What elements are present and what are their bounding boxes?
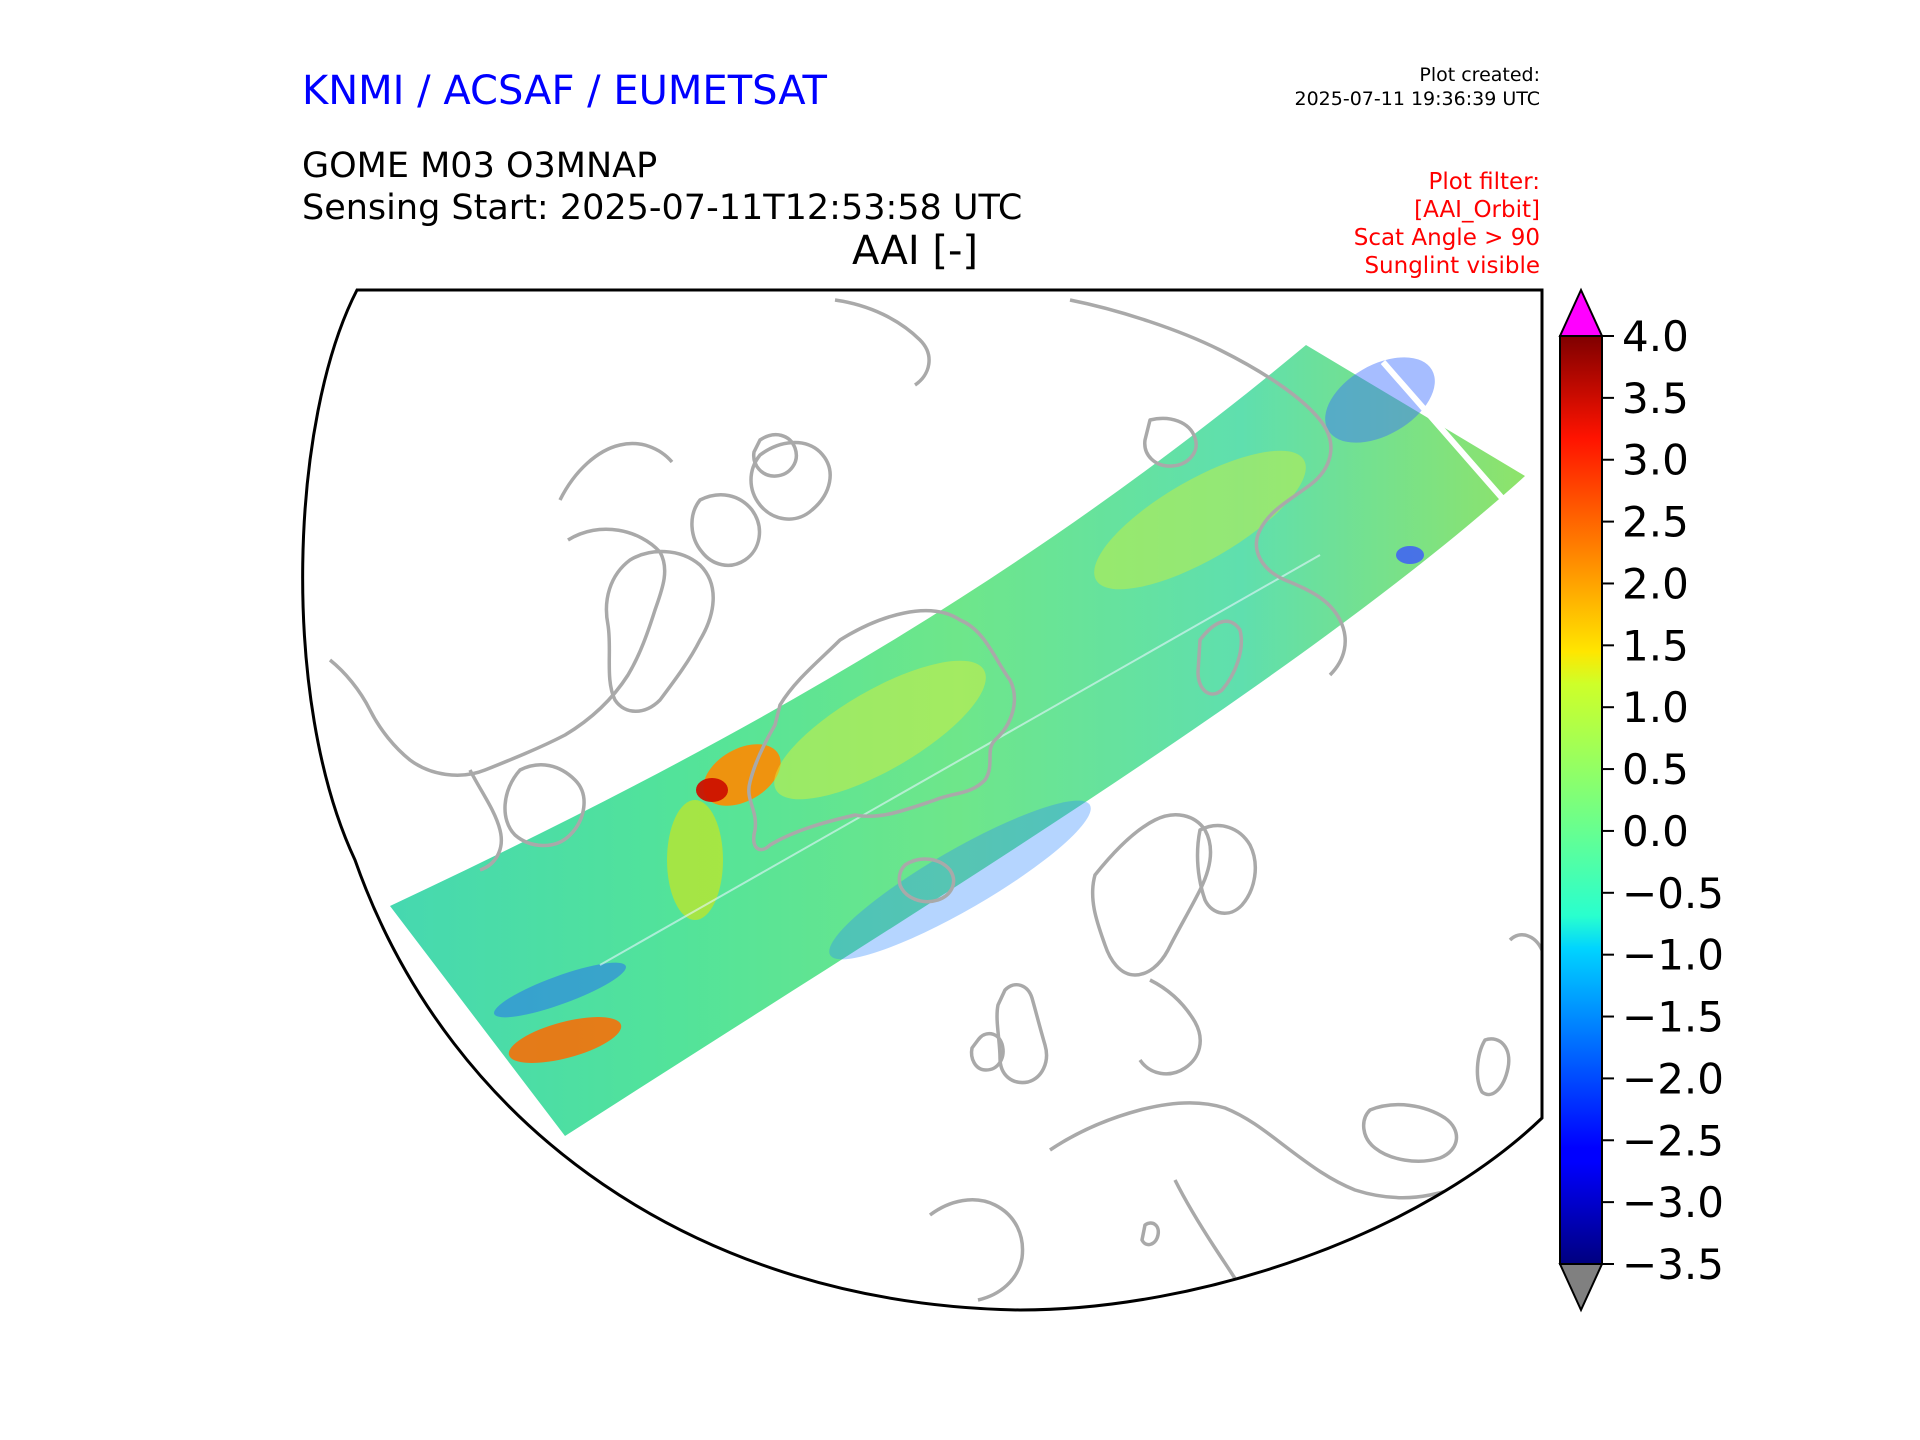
coast-victoria [690, 493, 762, 568]
coast-scandinavia [1090, 813, 1213, 977]
swath-band [390, 345, 1525, 1136]
colorbar-tick-label: −1.5 [1622, 993, 1724, 1042]
coast-taymyr [1143, 416, 1198, 468]
low-band [829, 800, 1091, 960]
coast-caspian [1475, 1037, 1511, 1097]
plume-yellow [667, 800, 723, 920]
coast-baffin [604, 549, 715, 713]
plot-filter-sunglint: Sunglint visible [1364, 253, 1540, 279]
colorbar-tick-label: 3.5 [1622, 374, 1689, 423]
coastlines [328, 298, 1543, 1302]
coast-hudson [503, 763, 586, 848]
coast-ireland [969, 1031, 1005, 1072]
coast-black-sea [1362, 1103, 1459, 1163]
colorbar-tick-label: 2.0 [1622, 559, 1689, 608]
coast-iberia [928, 1198, 1025, 1302]
coast-siberia [1069, 298, 1347, 677]
colorbar-tick-label: 0.5 [1622, 745, 1689, 794]
organization-title: KNMI / ACSAF / EUMETSAT [302, 68, 827, 114]
low-band-west [494, 962, 626, 1018]
hotspot-core [696, 778, 728, 802]
colorbar-tick-label: 1.0 [1622, 683, 1689, 732]
map-area [328, 298, 1543, 1302]
plot-filter-orbit: [AAI_Orbit] [1414, 197, 1540, 223]
colorbar-tick-label: 4.0 [1622, 312, 1689, 361]
coast-baltic [1138, 978, 1202, 1076]
colorbar-tick-label: −0.5 [1622, 869, 1724, 918]
coast-europe [1049, 1101, 1501, 1200]
quantity-label: AAI [-] [852, 228, 978, 274]
low-spot-siberia [1396, 546, 1424, 564]
coast-greenland [747, 608, 1017, 852]
colorbar-tick-label: −1.0 [1622, 931, 1724, 980]
sensing-start: Sensing Start: 2025-07-11T12:53:58 UTC [302, 188, 1023, 228]
coast-great-britain [995, 982, 1049, 1085]
coast-canada [328, 527, 667, 777]
aai-swath [390, 345, 1525, 1136]
coast-iceland [897, 857, 956, 904]
colorbar-tick-label: −2.0 [1622, 1054, 1724, 1103]
plot-created-time: 2025-07-11 19:36:39 UTC [1294, 88, 1541, 110]
plot-filter-title: Plot filter: [1428, 169, 1540, 195]
coast-corsica [1140, 1221, 1161, 1247]
colorbar-under-extend [1558, 1263, 1604, 1313]
colorbar-tick-label: −2.5 [1622, 1116, 1724, 1165]
colorbar-tick-label: −3.5 [1622, 1240, 1724, 1289]
coast-east-edge [1508, 933, 1543, 951]
siberia-high [1094, 450, 1306, 590]
coast-arctic-top [834, 298, 931, 387]
colorbar-tick-label: 0.0 [1622, 807, 1689, 856]
coast-novaya-zemlya [1196, 619, 1243, 696]
plot-created-label: Plot created: [1419, 64, 1540, 86]
hotspot-south [508, 1017, 622, 1063]
colorbar-tick-label: 3.0 [1622, 436, 1689, 485]
coast-labrador [468, 769, 503, 872]
coast-finland [1195, 823, 1258, 915]
swath-gap [1380, 360, 1505, 500]
plot-filter-scat-angle: Scat Angle > 90 [1353, 225, 1540, 251]
noisy-edge [1325, 357, 1435, 443]
coast-banks [752, 432, 798, 478]
coast-alaska [558, 441, 674, 501]
colorbar-over-extend [1558, 287, 1604, 337]
coast-italy [1173, 1179, 1250, 1301]
colorbar-gradient [1559, 335, 1603, 1265]
greenland-high [774, 660, 986, 800]
colorbar-tick-label: −3.0 [1622, 1178, 1724, 1227]
colorbar-tick-label: 2.5 [1622, 498, 1689, 547]
product-title: GOME M03 O3MNAP [302, 146, 658, 186]
colorbar: 4.0 3.5 3.0 2.5 2.0 1.5 1.0 0.5 0.0 −0.5 −1.0 −1.5 −… [1558, 287, 1724, 1313]
colorbar-ticks: 4.0 3.5 3.0 2.5 2.0 1.5 1.0 0.5 0.0 −0.5 −1.0 −1.5 −… [1602, 312, 1724, 1289]
colorbar-tick-label: 1.5 [1622, 621, 1689, 670]
map-boundary [301, 288, 1544, 1312]
coast-ellesmere [749, 440, 832, 521]
